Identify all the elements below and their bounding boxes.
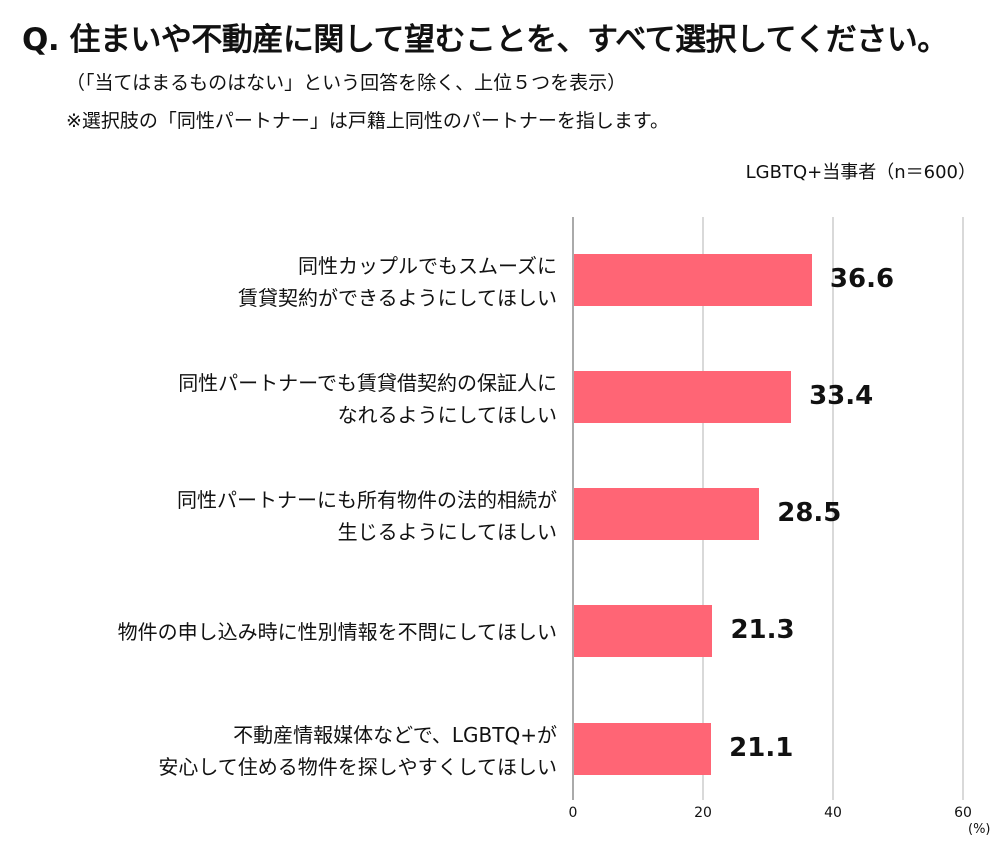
category-label: 同性カップルでもスムーズに 賃貸契約ができるようにしてほしい	[238, 250, 557, 314]
x-tick-60: 60	[954, 805, 972, 821]
y-axis-line	[572, 217, 574, 800]
category-label-line: なれるようにしてほしい	[337, 403, 557, 427]
bar	[574, 371, 792, 423]
x-tick-0: 0	[568, 805, 578, 821]
category-label: 同性パートナーでも賃貸借契約の保証人に なれるようにしてほしい	[178, 367, 557, 431]
x-axis-unit: (%)	[968, 822, 991, 837]
bar	[574, 488, 760, 540]
value-label: 36.6	[829, 264, 895, 294]
chart-title: Q. 住まいや不動産に関して望むことを、すべて選択してください。	[22, 22, 948, 58]
bar	[574, 605, 713, 657]
x-tick-20: 20	[694, 805, 712, 821]
value-label: 33.4	[809, 381, 874, 411]
bar	[574, 723, 712, 775]
value-label: 21.1	[729, 733, 794, 763]
bar	[574, 254, 812, 306]
sample-size-label: LGBTQ+当事者（n＝600）	[745, 162, 976, 183]
category-label-line: 同性カップルでもスムーズに	[298, 254, 557, 278]
category-label-line: 賃貸契約ができるようにしてほしい	[238, 286, 557, 310]
category-label-line: 同性パートナーでも賃貸借契約の保証人に	[178, 371, 557, 395]
x-tick-40: 40	[824, 805, 842, 821]
value-label: 28.5	[777, 498, 842, 528]
category-label-line: 生じるようにしてほしい	[337, 520, 557, 544]
value-label: 21.3	[730, 615, 795, 645]
category-label: 物件の申し込み時に性別情報を不問にしてほしい	[118, 616, 557, 648]
category-label-line: 安心して住める物件を探しやすくしてほしい	[158, 755, 557, 779]
category-label-line: 不動産情報媒体などで、LGBTQ+が	[233, 723, 557, 747]
category-label: 同性パートナーにも所有物件の法的相続が 生じるようにしてほしい	[177, 484, 557, 548]
gridline-60	[962, 217, 964, 800]
category-label-line: 物件の申し込み時に性別情報を不問にしてほしい	[117, 620, 557, 644]
gridline-40	[832, 217, 834, 800]
chart-note-partner: ※選択肢の「同性パートナー」は戸籍上同性のパートナーを指します。	[66, 110, 670, 132]
category-label-line: 同性パートナーにも所有物件の法的相続が	[177, 488, 557, 512]
chart-note-top5: （「当てはまるものはない」という回答を除く、上位５つを表示）	[66, 72, 627, 94]
category-label: 不動産情報媒体などで、LGBTQ+が 安心して住める物件を探しやすくしてほしい	[158, 719, 557, 783]
